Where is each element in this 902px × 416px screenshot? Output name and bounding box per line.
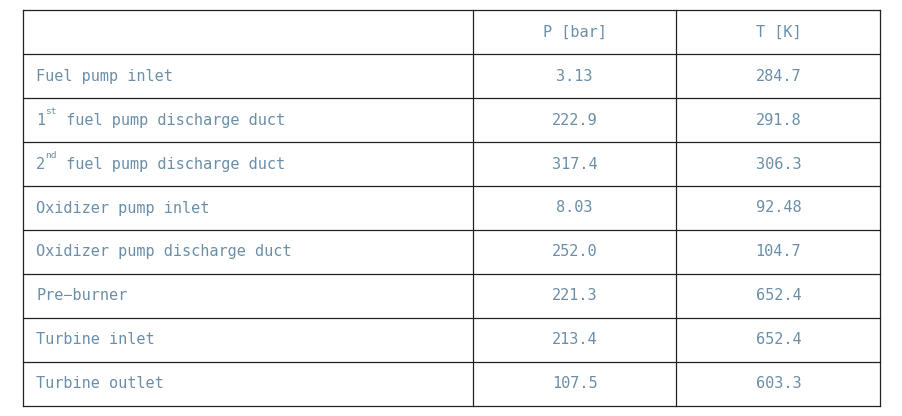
Text: 92.48: 92.48 [755,201,800,215]
Text: Oxidizer pump discharge duct: Oxidizer pump discharge duct [36,245,291,260]
Text: 1: 1 [36,113,45,128]
Text: 8.03: 8.03 [556,201,593,215]
Text: nd: nd [45,151,57,160]
Text: 107.5: 107.5 [551,376,597,391]
Text: fuel pump discharge duct: fuel pump discharge duct [57,156,284,171]
Text: 603.3: 603.3 [755,376,800,391]
Text: 291.8: 291.8 [755,113,800,128]
Text: fuel pump discharge duct: fuel pump discharge duct [57,113,284,128]
Text: 222.9: 222.9 [551,113,597,128]
Text: Turbine inlet: Turbine inlet [36,332,154,347]
Text: Pre−burner: Pre−burner [36,288,127,303]
Text: 221.3: 221.3 [551,288,597,303]
Text: 104.7: 104.7 [755,245,800,260]
Text: 284.7: 284.7 [755,69,800,84]
Text: P [bar]: P [bar] [542,25,606,40]
Text: 213.4: 213.4 [551,332,597,347]
Text: 652.4: 652.4 [755,288,800,303]
Text: 2: 2 [36,156,45,171]
Text: 306.3: 306.3 [755,156,800,171]
Text: Oxidizer pump inlet: Oxidizer pump inlet [36,201,209,215]
Text: T [K]: T [K] [755,25,800,40]
Text: Turbine outlet: Turbine outlet [36,376,163,391]
Text: Fuel pump inlet: Fuel pump inlet [36,69,173,84]
Text: 3.13: 3.13 [556,69,593,84]
Text: 652.4: 652.4 [755,332,800,347]
Text: 252.0: 252.0 [551,245,597,260]
Text: 317.4: 317.4 [551,156,597,171]
Text: st: st [45,107,57,116]
